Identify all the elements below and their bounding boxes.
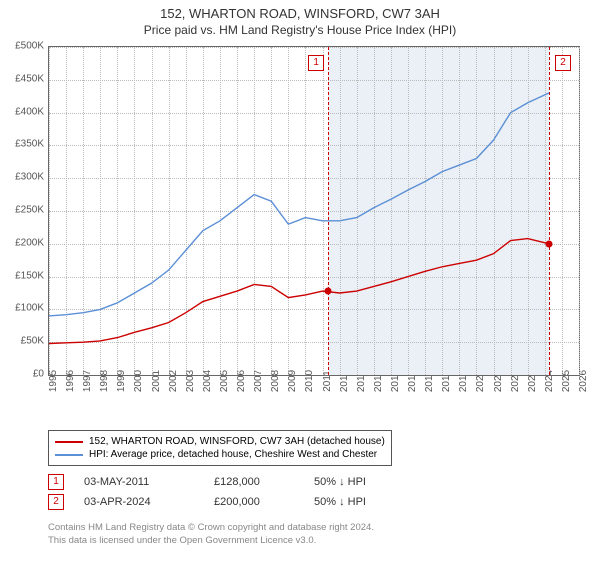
y-tick-label: £50K <box>4 336 44 347</box>
footer: Contains HM Land Registry data © Crown c… <box>48 522 374 548</box>
y-tick-label: £450K <box>4 73 44 84</box>
legend: 152, WHARTON ROAD, WINSFORD, CW7 3AH (de… <box>48 430 392 466</box>
chart-area: £0 £50K £100K £150K £200K £250K £300K £350K £400… <box>0 46 600 416</box>
y-tick-label: £250K <box>4 205 44 216</box>
y-tick-label: £0 <box>4 369 44 380</box>
y-tick-label: £100K <box>4 303 44 314</box>
y-tick-label: £300K <box>4 172 44 183</box>
sale-diff: 50% ↓ HPI <box>314 496 394 508</box>
y-tick-label: £150K <box>4 270 44 281</box>
legend-label: HPI: Average price, detached house, Ches… <box>89 449 377 460</box>
sale-marker: 2 <box>48 494 64 510</box>
chart-title: 152, WHARTON ROAD, WINSFORD, CW7 3AH <box>0 6 600 21</box>
footer-line: Contains HM Land Registry data © Crown c… <box>48 522 374 535</box>
chart-marker: 2 <box>555 55 571 71</box>
chart-subtitle: Price paid vs. HM Land Registry's House … <box>0 23 600 37</box>
plot-area: 12 <box>48 46 580 376</box>
chart-marker: 1 <box>308 55 324 71</box>
legend-swatch <box>55 441 83 443</box>
sale-price: £128,000 <box>214 476 294 488</box>
sale-price: £200,000 <box>214 496 294 508</box>
legend-item: 152, WHARTON ROAD, WINSFORD, CW7 3AH (de… <box>55 435 385 448</box>
y-tick-label: £350K <box>4 139 44 150</box>
sales-row: 2 03-APR-2024 £200,000 50% ↓ HPI <box>48 494 394 510</box>
y-tick-label: £200K <box>4 237 44 248</box>
sale-diff: 50% ↓ HPI <box>314 476 394 488</box>
sale-marker: 1 <box>48 474 64 490</box>
sale-date: 03-MAY-2011 <box>84 476 194 488</box>
legend-item: HPI: Average price, detached house, Ches… <box>55 448 385 461</box>
sales-row: 1 03-MAY-2011 £128,000 50% ↓ HPI <box>48 474 394 490</box>
line-canvas <box>49 47 579 375</box>
sale-date: 03-APR-2024 <box>84 496 194 508</box>
footer-line: This data is licensed under the Open Gov… <box>48 535 374 548</box>
sales-table: 1 03-MAY-2011 £128,000 50% ↓ HPI 2 03-AP… <box>48 474 394 514</box>
legend-swatch <box>55 454 83 456</box>
y-tick-label: £500K <box>4 41 44 52</box>
y-tick-label: £400K <box>4 106 44 117</box>
legend-label: 152, WHARTON ROAD, WINSFORD, CW7 3AH (de… <box>89 436 385 447</box>
chart-container: 152, WHARTON ROAD, WINSFORD, CW7 3AH Pri… <box>0 6 600 566</box>
